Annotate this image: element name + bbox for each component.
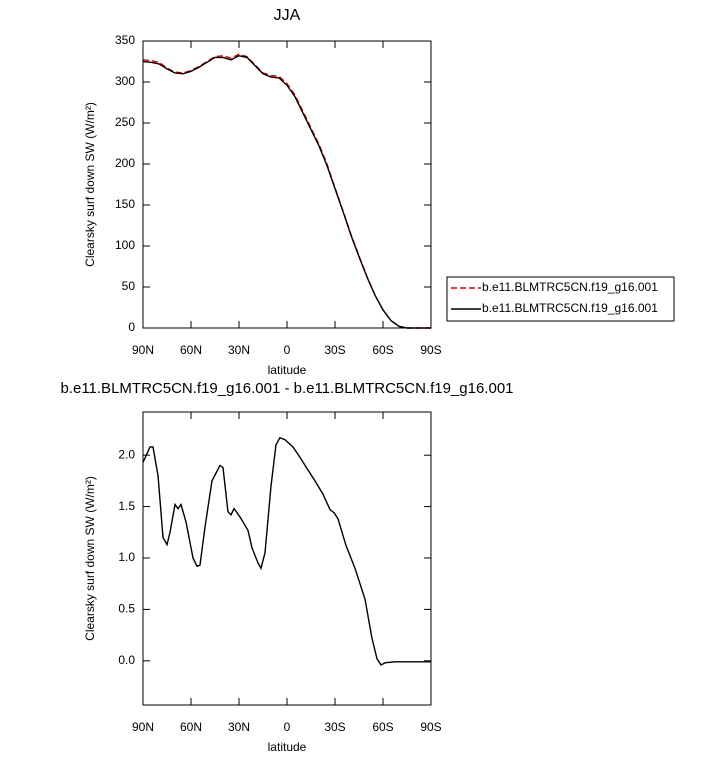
x-axis-label: latitude xyxy=(268,363,307,377)
x-tick-label: 30S xyxy=(324,343,345,357)
y-tick-label: 2.0 xyxy=(118,447,135,461)
legend-label: b.e11.BLMTRC5CN.f19_g16.001 xyxy=(482,301,658,315)
y-tick-label: 1.0 xyxy=(118,550,135,564)
y-tick-label: 300 xyxy=(115,74,135,88)
x-tick-label: 30S xyxy=(324,720,345,734)
x-tick-label: 0 xyxy=(284,343,291,357)
y-axis-label: Clearsky surf down SW (W/m²) xyxy=(83,102,97,267)
y-tick-label: 0.5 xyxy=(118,602,135,616)
x-tick-label: 90S xyxy=(420,720,441,734)
x-tick-label: 90N xyxy=(132,720,154,734)
series-line xyxy=(142,53,431,329)
x-tick-label: 60S xyxy=(372,720,393,734)
x-tick-label: 90N xyxy=(132,343,154,357)
legend-label: b.e11.BLMTRC5CN.f19_g16.001 xyxy=(482,280,658,294)
x-tick-label: 30N xyxy=(228,720,250,734)
y-tick-label: 200 xyxy=(115,156,135,170)
x-tick-label: 60S xyxy=(372,343,393,357)
x-tick-label: 60N xyxy=(180,343,202,357)
y-tick-label: 0.0 xyxy=(118,653,135,667)
y-tick-label: 250 xyxy=(115,115,135,129)
y-tick-label: 1.5 xyxy=(118,499,135,513)
y-tick-label: 150 xyxy=(115,197,135,211)
plot-frame xyxy=(142,411,432,706)
plot-frame xyxy=(142,40,432,329)
y-tick-label: 0 xyxy=(128,320,135,334)
x-tick-label: 60N xyxy=(180,720,202,734)
series-line xyxy=(142,55,431,329)
x-tick-label: 90S xyxy=(420,343,441,357)
legend-box xyxy=(446,276,675,322)
series-line xyxy=(142,436,431,666)
x-axis-label: latitude xyxy=(268,740,307,754)
y-tick-label: 50 xyxy=(122,279,136,293)
y-axis-label: Clearsky surf down SW (W/m²) xyxy=(83,476,97,641)
x-tick-label: 30N xyxy=(228,343,250,357)
chart-title: b.e11.BLMTRC5CN.f19_g16.001 - b.e11.BLMT… xyxy=(60,380,513,397)
y-tick-label: 100 xyxy=(115,238,135,252)
chart-title: JJA xyxy=(274,7,301,24)
x-tick-label: 0 xyxy=(284,720,291,734)
y-tick-label: 350 xyxy=(115,33,135,47)
